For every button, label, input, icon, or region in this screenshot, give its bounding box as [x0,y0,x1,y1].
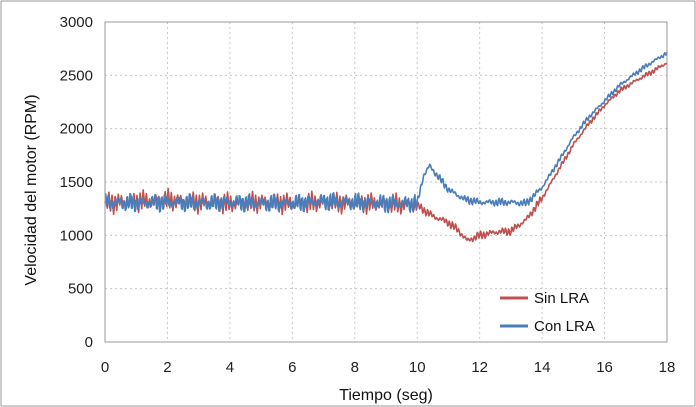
x-tick-label: 2 [163,359,171,376]
x-tick-label: 18 [659,359,676,376]
x-tick-label: 6 [288,359,296,376]
x-tick-label: 0 [101,359,109,376]
y-tick-label: 2500 [60,67,93,84]
grid [105,22,667,342]
y-axis-title: Velocidad del motor (RPM) [23,94,40,285]
legend-label-con-lra: Con LRA [534,318,595,335]
legend-label-sin-lra: Sin LRA [534,290,589,307]
x-axis-title: Tiempo (seg) [339,387,433,404]
x-tick-label: 8 [351,359,359,376]
y-tick-label: 0 [85,334,93,351]
y-tick-label: 500 [68,281,93,298]
x-tick-label: 16 [596,359,613,376]
y-tick-label: 3000 [60,14,93,31]
series-lines [104,51,668,243]
x-tick-label: 14 [534,359,551,376]
series-line-con-lra [104,51,668,214]
y-tick-label: 2000 [60,121,93,138]
plot-area-border [104,21,668,343]
y-tick-label: 1000 [60,227,93,244]
x-tick-label: 4 [226,359,234,376]
legend: Sin LRA Con LRA [500,290,595,335]
tick-labels: 0 2 4 6 8 10 12 14 16 18 0 500 1000 1500 2000 2500 3000 [60,14,676,376]
x-tick-label: 12 [471,359,488,376]
y-tick-label: 1500 [60,174,93,191]
x-tick-label: 10 [409,359,426,376]
